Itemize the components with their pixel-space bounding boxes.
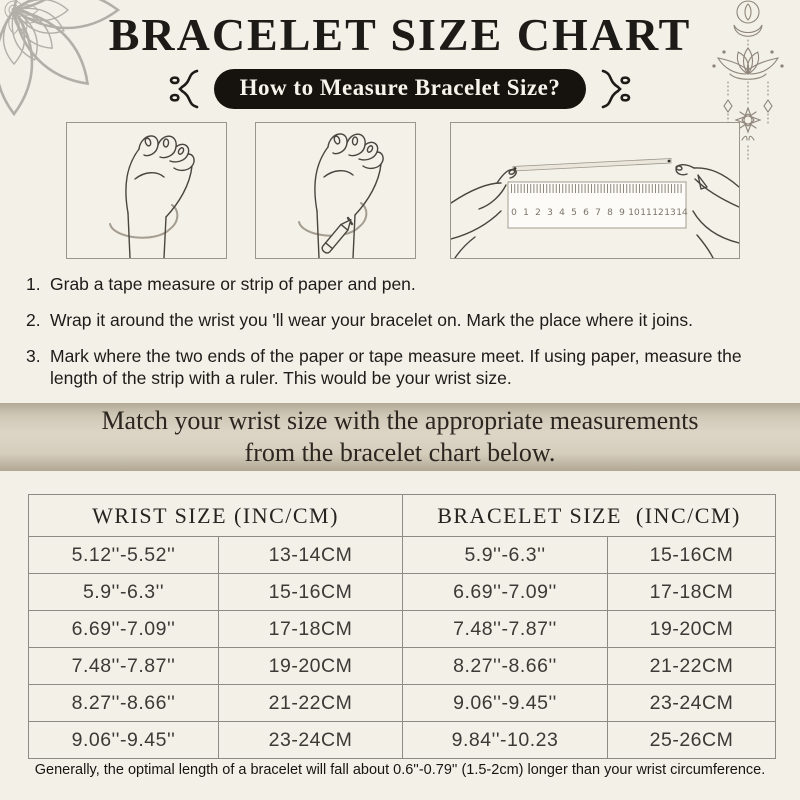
table-row: 7.48''-7.87'' 19-20CM 8.27''-8.66'' 21-2… <box>28 647 776 685</box>
step-3: 3. Mark where the two ends of the paper … <box>26 345 790 391</box>
hand-tape-icon <box>109 135 195 258</box>
cell: 9.06''-9.45'' <box>28 721 219 759</box>
subtitle-pill: How to Measure Bracelet Size? <box>213 69 587 109</box>
cell: 21-22CM <box>218 684 403 722</box>
cell: 9.06''-9.45'' <box>402 684 608 722</box>
cell: 9.84''-10.23 <box>402 721 608 759</box>
wrist-size-header: WRIST SIZE (INC/CM) <box>28 494 403 537</box>
flourish-left-icon <box>169 69 198 109</box>
illustration-measure-ruler: 0 1 2 3 4 5 6 7 8 9 10 11 12 13 14 <box>450 122 740 259</box>
svg-text:9: 9 <box>619 208 625 218</box>
hand-pen-icon <box>298 133 384 258</box>
cell: 6.69''-7.09'' <box>402 573 608 611</box>
cell: 19-20CM <box>218 647 403 685</box>
size-conversion-table: WRIST SIZE (INC/CM) BRACELET SIZE (INC/C… <box>28 494 776 759</box>
cell: 19-20CM <box>607 610 776 648</box>
subtitle-row: How to Measure Bracelet Size? <box>0 68 800 110</box>
svg-text:6: 6 <box>583 208 589 218</box>
cell: 15-16CM <box>218 573 403 611</box>
cell: 17-18CM <box>607 573 776 611</box>
table-row: 6.69''-7.09'' 17-18CM 7.48''-7.87'' 19-2… <box>28 610 776 648</box>
cell: 6.69''-7.09'' <box>28 610 219 648</box>
illustration-wrap-wrist <box>66 122 227 259</box>
flourish-right-icon <box>602 69 631 109</box>
table-row: 9.06''-9.45'' 23-24CM 9.84''-10.23 25-26… <box>28 721 776 759</box>
cell: 21-22CM <box>607 647 776 685</box>
cell: 7.48''-7.87'' <box>402 610 608 648</box>
svg-text:10: 10 <box>628 208 640 218</box>
step-2-text: Wrap it around the wrist you 'll wear yo… <box>50 309 694 330</box>
svg-text:8: 8 <box>607 208 613 218</box>
step-1-text: Grab a tape measure or strip of paper an… <box>50 274 416 294</box>
match-banner-line2: from the bracelet chart below. <box>244 438 556 467</box>
svg-text:1: 1 <box>523 208 529 218</box>
svg-text:5: 5 <box>571 208 577 218</box>
cell: 23-24CM <box>607 684 776 722</box>
step-3-number: 3. <box>26 345 41 366</box>
svg-text:14: 14 <box>676 208 688 218</box>
cell: 15-16CM <box>607 536 776 574</box>
cell: 23-24CM <box>218 721 403 759</box>
svg-text:4: 4 <box>559 208 565 218</box>
cell: 25-26CM <box>607 721 776 759</box>
bracelet-size-header: BRACELET SIZE (INC/CM) <box>402 494 776 537</box>
table-header-row: WRIST SIZE (INC/CM) BRACELET SIZE (INC/C… <box>28 494 776 537</box>
step-1-number: 1. <box>26 274 41 294</box>
step-1: 1. Grab a tape measure or strip of paper… <box>26 273 790 296</box>
step-2-number: 2. <box>26 309 41 330</box>
cell: 8.27''-8.66'' <box>402 647 608 685</box>
illustration-mark-pen <box>255 122 416 259</box>
table-row: 5.12''-5.52'' 13-14CM 5.9''-6.3'' 15-16C… <box>28 536 776 574</box>
table-row: 8.27''-8.66'' 21-22CM 9.06''-9.45'' 23-2… <box>28 684 776 722</box>
step-3-text: Mark where the two ends of the paper or … <box>50 345 742 389</box>
svg-text:12: 12 <box>652 208 663 218</box>
svg-text:13: 13 <box>664 208 675 218</box>
svg-text:0: 0 <box>511 208 517 218</box>
footnote: Generally, the optimal length of a brace… <box>34 762 766 778</box>
svg-text:11: 11 <box>640 208 651 218</box>
cell: 8.27''-8.66'' <box>28 684 219 722</box>
table-row: 5.9''-6.3'' 15-16CM 6.69''-7.09'' 17-18C… <box>28 573 776 611</box>
match-banner-line1: Match your wrist size with the appropria… <box>101 406 699 436</box>
svg-text:3: 3 <box>547 208 553 218</box>
cell: 5.9''-6.3'' <box>402 536 608 574</box>
instruction-steps: 1. Grab a tape measure or strip of paper… <box>26 273 790 403</box>
cell: 5.9''-6.3'' <box>28 573 219 611</box>
step-2: 2. Wrap it around the wrist you 'll wear… <box>26 309 790 332</box>
page-title: BRACELET SIZE CHART <box>108 9 692 60</box>
match-banner: Match your wrist size with the appropria… <box>0 403 800 471</box>
hands-ruler-icon: 0 1 2 3 4 5 6 7 8 9 10 11 12 13 14 <box>451 158 739 258</box>
svg-text:2: 2 <box>535 208 541 218</box>
ruler-numbers: 0 1 2 3 4 5 6 7 8 9 10 11 12 13 14 <box>511 208 688 218</box>
svg-text:7: 7 <box>595 208 601 218</box>
cell: 7.48''-7.87'' <box>28 647 219 685</box>
cell: 5.12''-5.52'' <box>28 536 219 574</box>
cell: 17-18CM <box>218 610 403 648</box>
cell: 13-14CM <box>218 536 403 574</box>
